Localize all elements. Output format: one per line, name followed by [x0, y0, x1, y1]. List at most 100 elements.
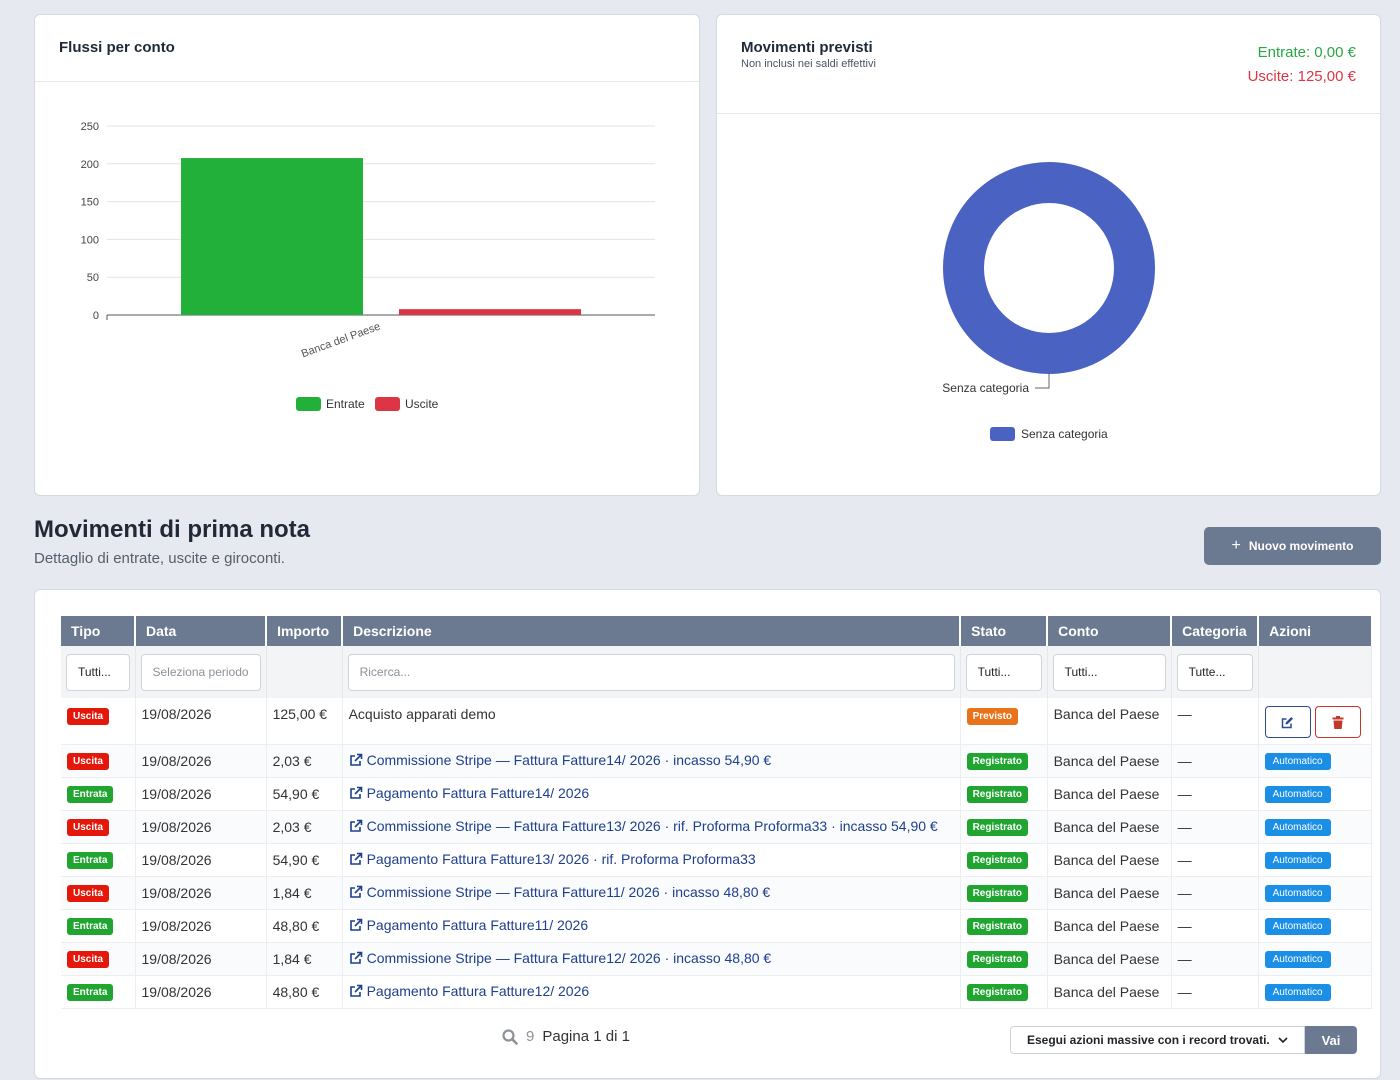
col-header-conto[interactable]: Conto — [1047, 616, 1173, 646]
descrizione-search-input[interactable]: Ricerca... — [347, 653, 955, 691]
external-link-icon — [349, 885, 362, 898]
edit-button[interactable] — [1264, 706, 1311, 738]
cell-categoria: — — [1171, 843, 1259, 877]
col-header-tipo[interactable]: Tipo — [61, 616, 136, 646]
section-subtitle: Dettaglio di entrate, uscite e giroconti… — [34, 550, 285, 567]
cell-azioni: Automatico — [1258, 876, 1372, 910]
table-row[interactable]: Entrata 19/08/2026 54,90 € Pagamento Fattur… — [61, 777, 1372, 811]
conto-filter-select[interactable]: Tutti... — [1052, 653, 1166, 691]
table-row[interactable]: Entrata 19/08/2026 54,90 € Pagamento Fattur… — [61, 843, 1372, 877]
description-text: Commissione Stripe — Fattura Fatture13/ … — [366, 817, 938, 834]
col-header-importo[interactable]: Importo — [266, 616, 344, 646]
flussi-title: Flussi per conto — [59, 39, 175, 56]
tipo-filter-select[interactable]: Tutti... — [66, 653, 130, 691]
cell-importo: 1,84 € — [266, 876, 343, 910]
table-row[interactable]: Uscita 19/08/2026 2,03 € Commissione Stripe… — [61, 810, 1372, 844]
cell-descrizione: Pagamento Fattura Fatture11/ 2026 — [342, 909, 961, 943]
cell-tipo: Uscita — [61, 810, 136, 844]
cell-azioni: Automatico — [1258, 810, 1372, 844]
bar-uscite[interactable] — [399, 309, 581, 315]
movimenti-previsti-subtitle: Non inclusi nei saldi effettivi — [741, 58, 876, 70]
col-header-categoria[interactable]: Categoria — [1171, 616, 1260, 646]
table-row[interactable]: Uscita 19/08/2026 2,03 € Commissione Stripe… — [61, 744, 1372, 778]
delete-button[interactable] — [1314, 706, 1361, 738]
cell-importo: 48,80 € — [266, 909, 343, 943]
legend-swatch-entrate[interactable] — [296, 397, 321, 411]
y-tick-label: 50 — [87, 272, 99, 284]
stato-filter-select[interactable]: Tutti... — [965, 653, 1042, 691]
table-row[interactable]: Entrata 19/08/2026 48,80 € Pagamento Fattur… — [61, 975, 1372, 1009]
nuovo-movimento-button[interactable]: + Nuovo movimento — [1204, 527, 1381, 565]
table-row[interactable]: Uscita 19/08/2026 125,00 € Acquisto apparat… — [61, 698, 1372, 745]
cell-categoria: — — [1171, 744, 1259, 778]
filter-cell-importo — [266, 646, 343, 698]
external-link-icon — [349, 753, 362, 766]
cell-importo: 54,90 € — [266, 843, 343, 877]
cell-azioni: Automatico — [1258, 975, 1372, 1009]
cell-stato: Registrato — [960, 942, 1048, 976]
filter-cell-conto: Tutti... — [1047, 646, 1172, 698]
flussi-bar-chart: 250 200 150 100 50 0 Banca del Paese Entrate Usc… — [81, 121, 655, 411]
description-link[interactable]: Commissione Stripe — Fattura Fatture13/ … — [349, 818, 938, 834]
data-filter-input[interactable]: Seleziona periodo — [140, 653, 261, 691]
x-category-label: Banca del Paese — [300, 321, 382, 361]
tipo-badge: Entrata — [67, 786, 114, 803]
trash-icon — [1332, 715, 1344, 729]
movimenti-previsti-donut-chart: Senza categoria Senza categoria — [942, 162, 1155, 441]
col-header-descrizione[interactable]: Descrizione — [342, 616, 962, 646]
description-link[interactable]: Commissione Stripe — Fattura Fatture11/ … — [349, 884, 770, 900]
description-link[interactable]: Commissione Stripe — Fattura Fatture14/ … — [349, 752, 771, 768]
nuovo-movimento-label: Nuovo movimento — [1248, 539, 1354, 553]
cell-stato: Registrato — [960, 909, 1048, 943]
filter-cell-tipo: Tutti... — [61, 646, 136, 698]
cell-conto: Banca del Paese — [1047, 909, 1172, 943]
description-link[interactable]: Pagamento Fattura Fatture14/ 2026 — [349, 785, 589, 801]
cell-stato: Registrato — [960, 975, 1048, 1009]
cell-descrizione: Commissione Stripe — Fattura Fatture11/ … — [342, 876, 961, 910]
table-row[interactable]: Entrata 19/08/2026 48,80 € Pagamento Fattur… — [61, 909, 1372, 943]
description-link[interactable]: Pagamento Fattura Fatture12/ 2026 — [349, 983, 589, 999]
col-header-data[interactable]: Data — [135, 616, 268, 646]
description-link[interactable]: Pagamento Fattura Fatture13/ 2026 · rif.… — [349, 851, 756, 867]
automatico-badge: Automatico — [1264, 951, 1331, 968]
legend-swatch-uscite[interactable] — [375, 397, 400, 411]
stato-badge: Registrato — [966, 753, 1029, 770]
cell-tipo: Uscita — [61, 698, 136, 745]
table-row[interactable]: Uscita 19/08/2026 1,84 € Commissione Stripe… — [61, 942, 1372, 976]
record-count: 9 — [526, 1028, 535, 1045]
flussi-card: Flussi per conto 250 200 150 100 50 0 Banca de… — [34, 14, 700, 496]
filter-row: Tutti... Seleziona periodo Ricerca... Tu… — [61, 646, 1372, 698]
bulk-actions-selected: Esegui azioni massive con i record trova… — [1027, 1033, 1270, 1047]
cell-conto: Banca del Paese — [1047, 698, 1172, 745]
bulk-go-button[interactable]: Vai — [1305, 1026, 1357, 1054]
cell-stato: Registrato — [960, 744, 1048, 778]
filter-cell-azioni — [1258, 646, 1372, 698]
automatico-badge: Automatico — [1264, 918, 1331, 935]
automatico-badge: Automatico — [1264, 852, 1331, 869]
cell-descrizione: Commissione Stripe — Fattura Fatture13/ … — [342, 810, 961, 844]
bulk-actions-select[interactable]: Esegui azioni massive con i record trova… — [1010, 1026, 1305, 1054]
categoria-filter-select[interactable]: Tutte... — [1176, 653, 1253, 691]
col-header-stato[interactable]: Stato — [960, 616, 1049, 646]
cell-descrizione: Pagamento Fattura Fatture13/ 2026 · rif.… — [342, 843, 961, 877]
external-link-icon — [349, 786, 362, 799]
cell-tipo: Entrata — [61, 975, 136, 1009]
cell-descrizione: Commissione Stripe — Fattura Fatture14/ … — [342, 744, 961, 778]
cell-azioni: Automatico — [1258, 843, 1372, 877]
movimenti-previsti-title: Movimenti previsti — [741, 39, 873, 56]
stato-badge: Registrato — [966, 786, 1029, 803]
external-link-icon — [349, 819, 362, 832]
section-title: Movimenti di prima nota — [34, 516, 311, 543]
cell-categoria: — — [1171, 909, 1259, 943]
cell-azioni: Automatico — [1258, 777, 1372, 811]
cell-tipo: Entrata — [61, 909, 136, 943]
legend-swatch-senza-categoria[interactable] — [990, 427, 1015, 441]
tipo-badge: Uscita — [67, 885, 110, 902]
bar-entrate[interactable] — [181, 158, 363, 315]
table-row[interactable]: Uscita 19/08/2026 1,84 € Commissione Stripe… — [61, 876, 1372, 910]
automatico-badge: Automatico — [1264, 984, 1331, 1001]
description-link[interactable]: Commissione Stripe — Fattura Fatture12/ … — [349, 950, 771, 966]
stato-badge: Registrato — [966, 852, 1029, 869]
description-link[interactable]: Pagamento Fattura Fatture11/ 2026 — [349, 917, 588, 933]
donut-slice[interactable] — [943, 162, 1155, 374]
